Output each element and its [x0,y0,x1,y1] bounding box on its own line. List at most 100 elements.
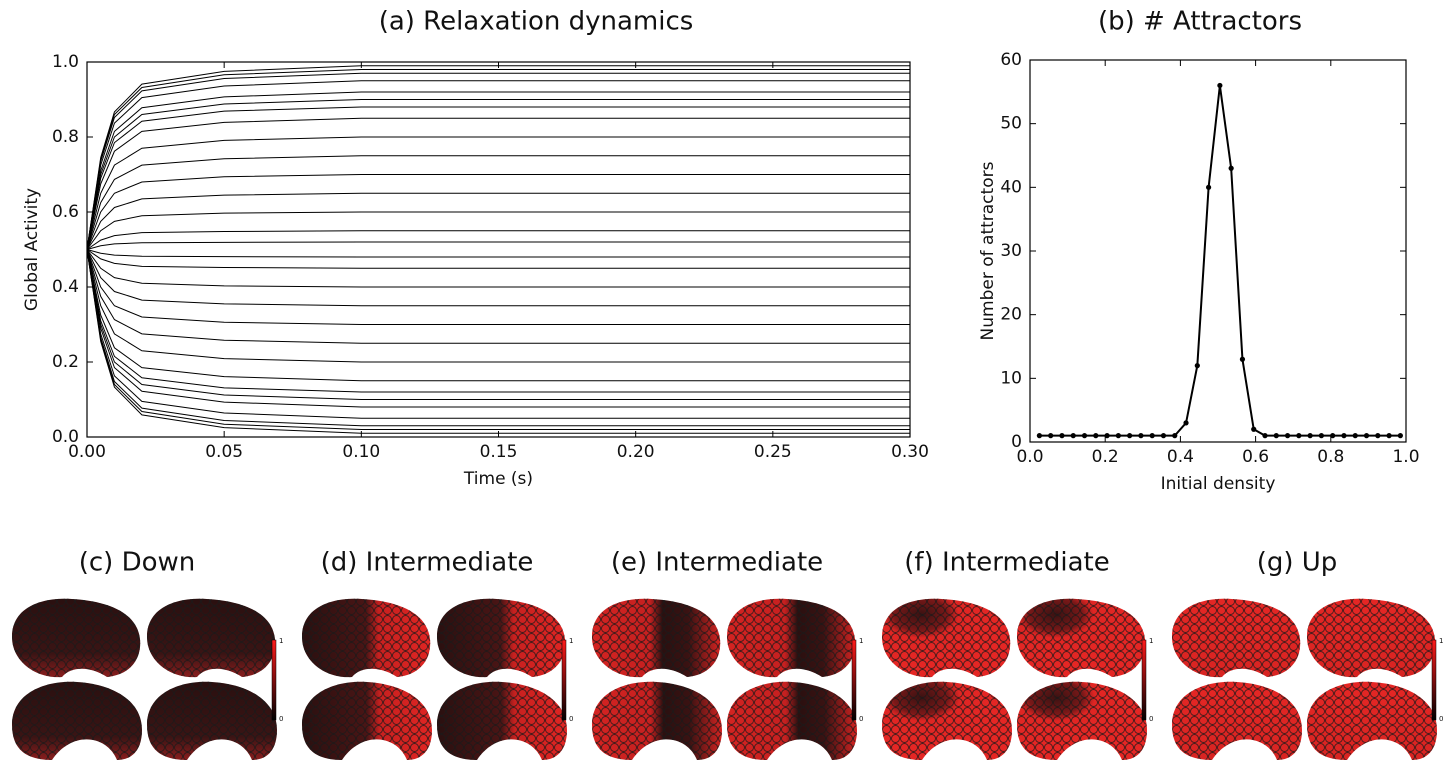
x-tick-label: 0.20 [617,442,655,462]
series-line [86,117,910,250]
brain-view [592,598,721,678]
colorbar [851,639,857,721]
colorbar [271,639,277,721]
brain-images [882,598,1147,760]
data-point [1262,433,1268,439]
y-tick-label: 50 [1000,114,1022,134]
y-tick-label: 60 [1000,50,1022,70]
series-line [86,80,910,250]
series-line [86,192,910,250]
data-point [1036,433,1042,439]
data-point [1081,433,1088,439]
y-tick-label: 0.2 [52,352,79,372]
brain-nodes [882,681,1012,760]
brain-nodes [1307,681,1437,760]
brain-view [302,681,432,760]
x-tick-label: 0.6 [1242,447,1269,467]
data-point [1183,420,1189,426]
brain-view [302,598,431,678]
series-line [86,136,910,250]
y-tick-label: 40 [1000,177,1022,197]
y-tick-label: 0.4 [52,277,79,297]
colorbar-max-label: 1 [1149,637,1153,645]
x-tick-label: 0.05 [205,442,243,462]
x-tick-label: 0.0 [1016,447,1043,467]
data-point [1330,433,1336,439]
x-tick-label: 0.4 [1167,447,1194,467]
brain-view [727,681,857,760]
data-point [1059,433,1065,439]
data-point [1217,82,1223,89]
series-line [86,249,910,419]
series-line [86,249,910,258]
series-line [86,249,910,430]
colorbar-max-label: 1 [1439,637,1443,645]
brain-nodes [592,598,721,678]
colorbar-max-label: 1 [569,637,573,645]
colorbar-max-label: 1 [859,637,863,645]
data-point [1127,433,1133,439]
series-line [86,249,910,382]
data-point [1048,433,1054,439]
series-line [86,249,910,408]
x-tick-label: 1.0 [1392,447,1419,467]
brain-nodes [302,681,432,760]
brain-images [592,598,857,760]
x-tick-label: 0.25 [754,442,792,462]
brain-images [1172,598,1437,760]
data-point [1284,433,1291,439]
brain-view [1172,598,1301,678]
brain-nodes [147,598,276,678]
series-line [86,65,910,250]
chart-title: (a) Relaxation dynamics [379,7,694,37]
data-point [1093,433,1099,439]
x-tick-label: 0.15 [480,442,518,462]
x-axis-label: Time (s) [463,469,533,489]
data-point [1104,433,1110,439]
brain-nodes [1172,598,1301,678]
brain-nodes [12,681,142,760]
data-point [1138,433,1144,439]
series-line [86,249,910,400]
brain-images [302,598,567,760]
x-axis-label: Initial density [1161,474,1276,494]
brain-view [437,598,566,678]
brain-nodes [147,681,277,760]
colorbar-min-label: 0 [859,715,863,723]
brain-view [727,598,856,678]
data-point [1296,433,1302,439]
brain-nodes [1307,598,1436,678]
series-line [86,99,910,250]
panel-title: (e) Intermediate [611,548,823,578]
brain-view [882,598,1011,678]
brain-view [1307,598,1436,678]
brain-nodes [1172,681,1302,760]
data-point [1273,433,1279,439]
brain-view [1307,681,1437,760]
series-line [86,230,910,250]
data-point [1228,165,1234,171]
data-point [1318,433,1324,439]
series-line [86,249,910,434]
y-axis-label: Global Activity [22,188,42,311]
colorbar-min-label: 0 [569,715,573,723]
data-point [1341,433,1347,439]
data-point [1115,433,1121,439]
series-line [86,249,910,393]
brain-nodes [882,598,1011,678]
panel-title: (d) Intermediate [321,548,534,578]
series-line [86,249,910,325]
data-point [1239,356,1246,362]
brain-view [437,681,567,760]
brain-view [12,598,141,678]
brain-nodes [727,681,857,760]
data-point [1363,433,1370,439]
series-line [86,249,910,344]
data-point [1149,433,1155,439]
y-tick-label: 30 [1000,241,1022,261]
series-line [86,91,910,250]
y-axis-label: Number of attractors [978,161,998,340]
colorbar-max-label: 1 [279,637,283,645]
data-point [1172,433,1178,439]
